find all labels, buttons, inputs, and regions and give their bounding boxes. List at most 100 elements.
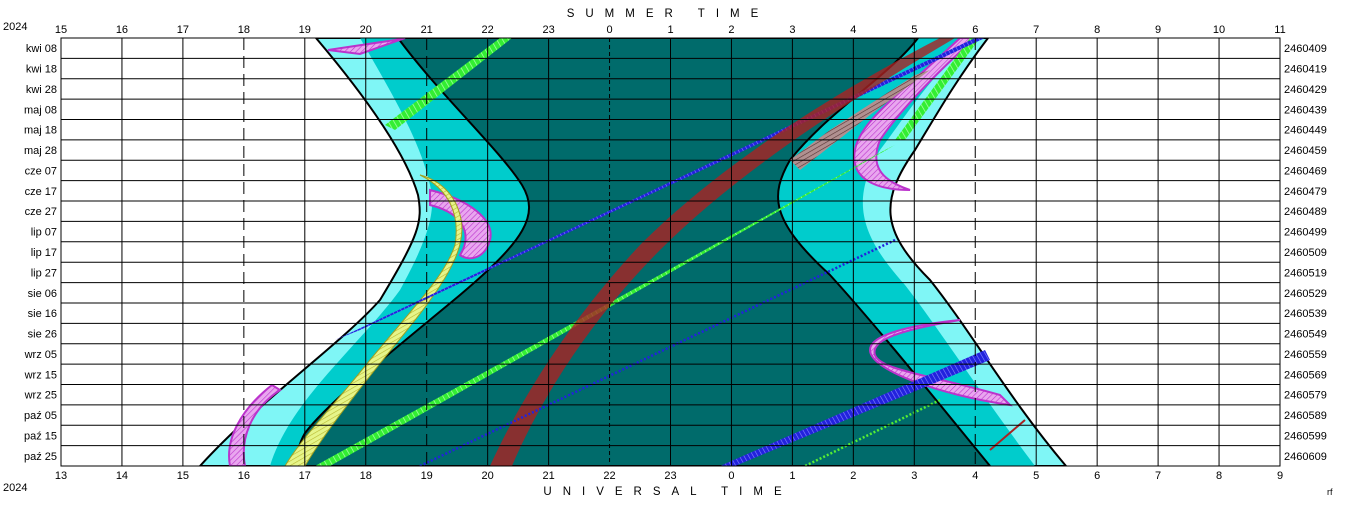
night-bands bbox=[198, 38, 1068, 466]
bottom-tick-label: 17 bbox=[299, 470, 311, 482]
julian-day-label: 2460559 bbox=[1284, 349, 1327, 361]
top-tick-label: 18 bbox=[238, 24, 250, 36]
top-tick-label: 3 bbox=[789, 24, 795, 36]
green-dotted-line bbox=[804, 398, 941, 466]
year-bottom-label: 2024 bbox=[3, 482, 27, 494]
top-tick-label: 5 bbox=[911, 24, 917, 36]
top-axis: 15 16 17 18 19 20 21 22 23 0 1 2 3 4 5 6 7 8 9 10 11 bbox=[55, 24, 1286, 36]
bottom-tick-label: 14 bbox=[116, 470, 128, 482]
bottom-tick-label: 5 bbox=[1033, 470, 1039, 482]
bottom-tick-label: 9 bbox=[1277, 470, 1283, 482]
julian-day-axis: 2460409 2460419 2460429 2460439 2460449 24604… bbox=[1284, 43, 1327, 463]
bottom-tick-label: 7 bbox=[1155, 470, 1161, 482]
date-label: cze 07 bbox=[25, 165, 57, 177]
julian-day-label: 2460459 bbox=[1284, 145, 1327, 157]
date-label: lip 27 bbox=[31, 267, 57, 279]
bottom-tick-label: 16 bbox=[238, 470, 250, 482]
green-band bbox=[385, 38, 512, 130]
julian-day-label: 2460579 bbox=[1284, 390, 1327, 402]
date-label: kwi 08 bbox=[26, 43, 57, 55]
bottom-tick-label: 22 bbox=[603, 470, 615, 482]
top-tick-label: 21 bbox=[421, 24, 433, 36]
date-label: maj 08 bbox=[24, 104, 57, 116]
julian-day-label: 2460479 bbox=[1284, 186, 1327, 198]
top-tick-label: 6 bbox=[972, 24, 978, 36]
date-label: paź 05 bbox=[24, 410, 57, 422]
plot-frame bbox=[60, 37, 1281, 467]
bottom-tick-label: 6 bbox=[1094, 470, 1100, 482]
julian-day-label: 2460409 bbox=[1284, 43, 1327, 55]
date-label: maj 28 bbox=[24, 145, 57, 157]
bottom-tick-label: 3 bbox=[911, 470, 917, 482]
grid bbox=[61, 38, 1280, 466]
green-band-upper bbox=[895, 38, 980, 140]
julian-day-label: 2460499 bbox=[1284, 227, 1327, 239]
top-tick-label: 11 bbox=[1274, 24, 1285, 36]
top-tick-label: 22 bbox=[482, 24, 494, 36]
date-label: paź 25 bbox=[24, 451, 57, 463]
julian-day-label: 2460429 bbox=[1284, 84, 1327, 96]
top-tick-label: 7 bbox=[1033, 24, 1039, 36]
julian-day-label: 2460599 bbox=[1284, 430, 1327, 442]
date-label: sie 06 bbox=[28, 288, 57, 300]
date-label: sie 16 bbox=[28, 308, 57, 320]
date-label: sie 26 bbox=[28, 329, 57, 341]
julian-day-label: 2460589 bbox=[1284, 410, 1327, 422]
julian-day-label: 2460469 bbox=[1284, 165, 1327, 177]
julian-day-label: 2460439 bbox=[1284, 104, 1327, 116]
bottom-tick-label: 15 bbox=[177, 470, 189, 482]
julian-day-label: 2460419 bbox=[1284, 64, 1327, 76]
julian-day-label: 2460489 bbox=[1284, 206, 1327, 218]
date-label: wrz 15 bbox=[24, 369, 57, 381]
julian-day-label: 2460539 bbox=[1284, 308, 1327, 320]
top-tick-label: 1 bbox=[667, 24, 673, 36]
top-tick-label: 16 bbox=[116, 24, 128, 36]
yellow-band bbox=[284, 174, 463, 466]
blue-band-lower bbox=[720, 350, 990, 466]
bottom-tick-label: 20 bbox=[482, 470, 494, 482]
bottom-tick-label: 21 bbox=[542, 470, 554, 482]
date-label: maj 18 bbox=[24, 125, 57, 137]
top-tick-label: 19 bbox=[299, 24, 311, 36]
bottom-tick-label: 8 bbox=[1216, 470, 1222, 482]
bottom-tick-label: 19 bbox=[421, 470, 433, 482]
date-axis: kwi 08 kwi 18 kwi 28 maj 08 maj 18 maj 28 cze … bbox=[24, 43, 57, 463]
julian-day-label: 2460449 bbox=[1284, 125, 1327, 137]
julian-day-label: 2460549 bbox=[1284, 329, 1327, 341]
date-label: kwi 28 bbox=[26, 84, 57, 96]
date-label: lip 07 bbox=[31, 227, 57, 239]
year-top-label: 2024 bbox=[3, 21, 27, 33]
julian-day-label: 2460529 bbox=[1284, 288, 1327, 300]
bottom-tick-label: 1 bbox=[789, 470, 795, 482]
julian-day-label: 2460569 bbox=[1284, 369, 1327, 381]
bottom-tick-label: 4 bbox=[972, 470, 978, 482]
julian-day-label: 2460509 bbox=[1284, 247, 1327, 259]
top-tick-label: 4 bbox=[850, 24, 856, 36]
bottom-tick-label: 23 bbox=[664, 470, 676, 482]
top-tick-label: 8 bbox=[1094, 24, 1100, 36]
date-label: kwi 18 bbox=[26, 64, 57, 76]
date-label: paź 15 bbox=[24, 430, 57, 442]
top-tick-label: 23 bbox=[542, 24, 554, 36]
top-tick-label: 10 bbox=[1213, 24, 1225, 36]
top-tick-label: 2 bbox=[728, 24, 734, 36]
bottom-tick-label: 2 bbox=[850, 470, 856, 482]
bottom-tick-label: 0 bbox=[728, 470, 734, 482]
bottom-tick-label: 18 bbox=[360, 470, 372, 482]
magenta-band-top bbox=[327, 38, 406, 56]
top-tick-label: 17 bbox=[177, 24, 189, 36]
bottom-axis: 13 14 15 16 17 18 19 20 21 22 23 0 1 2 3 4 5 6 7 8 9 bbox=[55, 470, 1283, 482]
date-label: wrz 05 bbox=[24, 349, 57, 361]
bottom-tick-label: 13 bbox=[55, 470, 67, 482]
date-label: cze 17 bbox=[25, 186, 57, 198]
top-tick-label: 15 bbox=[55, 24, 67, 36]
top-tick-label: 0 bbox=[606, 24, 612, 36]
corner-label: rf bbox=[1327, 487, 1333, 497]
julian-day-label: 2460519 bbox=[1284, 267, 1327, 279]
top-tick-label: 9 bbox=[1155, 24, 1161, 36]
date-label: wrz 25 bbox=[24, 390, 57, 402]
julian-day-label: 2460609 bbox=[1284, 451, 1327, 463]
magenta-band-right bbox=[853, 38, 977, 191]
